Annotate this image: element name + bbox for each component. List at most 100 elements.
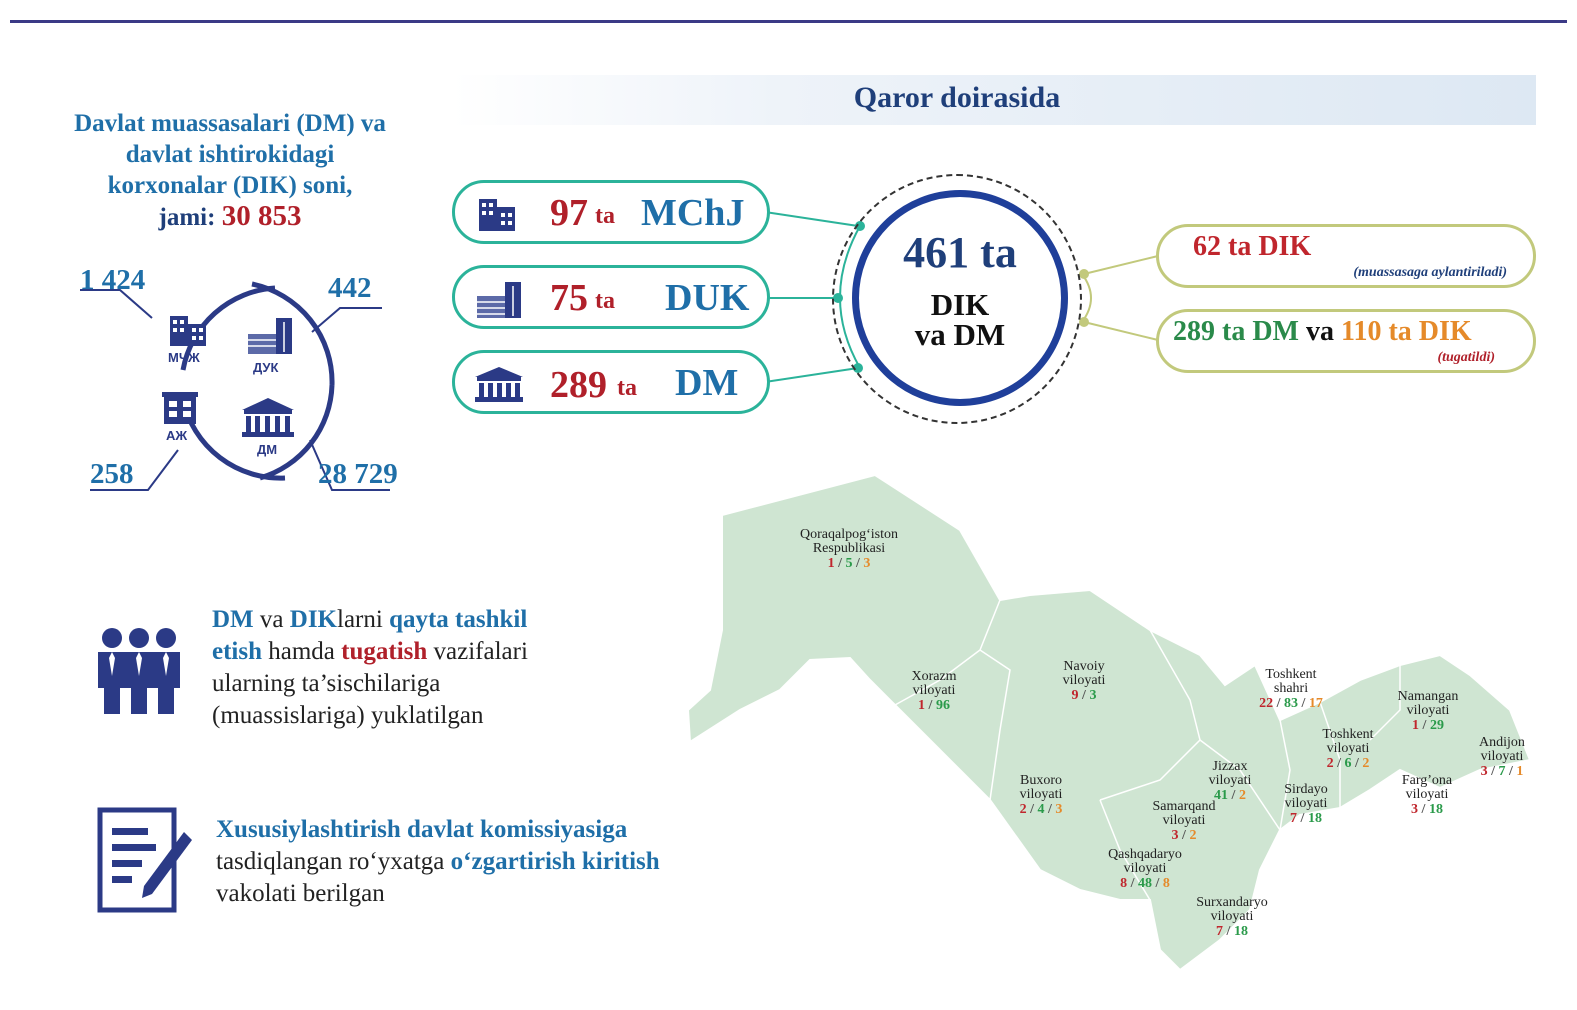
government-building-icon [475, 367, 523, 402]
duk-building-icon [248, 318, 292, 354]
map-region-name: Navoiy [1063, 659, 1105, 674]
right-pill-top-note: (muassasaga aylantiriladi) [1353, 265, 1507, 280]
left-title-line3: korxonalar (DIK) soni, [107, 172, 353, 199]
map-region: Jizzax viloyati 41 / 2 [1160, 760, 1300, 804]
dm-count: 28 729 [318, 458, 398, 490]
map-region-name: Qoraqalpog‘iston [800, 527, 898, 542]
dm-label: ДМ [257, 442, 278, 457]
pill-mchj: 97 ta MChJ [452, 180, 770, 244]
map-region-name: Andijon [1479, 735, 1525, 750]
map-region-values: 8 / 48 / 8 [1120, 876, 1170, 891]
map-region: Xorazm viloyati 1 / 96 [864, 670, 1004, 714]
map-region-name: Sirdayo [1284, 782, 1328, 797]
right-pill-top: 62 ta DIK (muassasaga aylantiriladi) [1156, 224, 1536, 288]
map-region-type: viloyati [1284, 796, 1328, 811]
center-circle: 461 ta DIK va DM [852, 190, 1068, 406]
map-region-name: Buxoro [1020, 773, 1062, 788]
center-line1: DIK [930, 287, 990, 322]
right-pill-bottom-note: (tugatildi) [1437, 350, 1495, 365]
text-block-reorg: DM va DIKlarni qayta tashkil etish hamda… [212, 606, 528, 729]
map-region-name: Farg’ona [1401, 773, 1453, 788]
center-value: 461 ta [903, 228, 1017, 277]
map-region-type: viloyati [1162, 813, 1206, 828]
map-region-type: Respublikasi [812, 541, 886, 556]
center-line2: va DM [914, 317, 1006, 352]
map-region-values: 41 / 2 [1214, 788, 1246, 803]
duk-count: 442 [328, 272, 372, 304]
right-pill-bottom: 289 ta DM va 110 ta DIK (tugatildi) [1156, 309, 1536, 373]
dm-government-icon [242, 398, 294, 437]
map-region-type: shahri [1273, 681, 1309, 696]
text-block-commission: Xususiylashtirish davlat komissiyasiga t… [216, 816, 660, 907]
map-region: Sirdayo viloyati 7 / 18 [1236, 783, 1376, 827]
map-region-values: 1 / 29 [1412, 718, 1444, 733]
map-region-values: 9 / 3 [1071, 688, 1097, 703]
map-region: Qoraqalpog‘iston Respublikasi 1 / 5 / 3 [779, 528, 919, 572]
right-pill-bottom-dik: 110 ta DIK [1340, 316, 1472, 347]
left-title-line2: davlat ishtirokidagi [125, 141, 335, 168]
map-region-name: Toshkent [1265, 667, 1317, 682]
aj-count: 258 [90, 458, 134, 490]
uzbekistan-map [686, 473, 1532, 972]
duk-label: ДУК [253, 360, 279, 375]
map-region: Namangan viloyati 1 / 29 [1358, 690, 1498, 734]
map-region-type: viloyati [1406, 703, 1450, 718]
map-region: Toshkent viloyati 2 / 6 / 2 [1278, 728, 1418, 772]
map-region-name: Surxandaryo [1196, 895, 1268, 910]
map-region: Qashqadaryo viloyati 8 / 48 / 8 [1075, 848, 1215, 892]
map-region-values: 22 / 83 / 17 [1259, 696, 1323, 711]
map-region-values: 3 / 18 [1411, 802, 1443, 817]
map-region-values: 1 / 5 / 3 [827, 556, 871, 571]
industrial-building-icon [477, 282, 521, 318]
total-count: 30 853 [221, 200, 302, 232]
map-region-type: viloyati [1208, 773, 1252, 788]
document-pen-icon [97, 807, 192, 913]
right-pill-bottom-dm: 289 ta DM [1173, 316, 1299, 347]
map-region-type: viloyati [1062, 673, 1106, 688]
map-region: Farg’ona viloyati 3 / 18 [1357, 774, 1497, 818]
aj-label: АЖ [166, 428, 188, 443]
center-ring-dashed [832, 174, 1082, 424]
map-region: Surxandaryo viloyati 7 / 18 [1162, 896, 1302, 940]
map-region: Navoiy viloyati 9 / 3 [1014, 660, 1154, 704]
map-region-values: 2 / 6 / 2 [1326, 756, 1370, 771]
map-region-type: viloyati [912, 683, 956, 698]
right-pill-top-text: 62 ta DIK [1193, 231, 1312, 262]
map-region-name: Xorazm [911, 669, 957, 684]
map-region-values: 2 / 4 / 3 [1019, 802, 1063, 817]
banner: Qaror doirasida [452, 75, 1536, 125]
banner-title: Qaror doirasida [853, 81, 1061, 114]
map-region-name: Qashqadaryo [1108, 847, 1182, 862]
left-title: Davlat muassasalari (DM) va davlat ishti… [40, 108, 420, 233]
mchj-count: 1 424 [80, 264, 146, 296]
map-region-values: 3 / 7 / 1 [1480, 764, 1524, 779]
left-title-line4: jami: 30 853 [158, 200, 302, 232]
left-title-line1: Davlat muassasalari (DM) va [74, 110, 386, 137]
aj-building-icon [162, 392, 198, 424]
map-region-values: 3 / 2 [1171, 828, 1197, 843]
mchj-label: МЧЖ [168, 350, 200, 365]
map-region: Samarqand viloyati 3 / 2 [1114, 800, 1254, 844]
map-region-name: Toshkent [1322, 727, 1374, 742]
map-region-name: Namangan [1397, 689, 1459, 704]
map-region-name: Samarqand [1152, 799, 1216, 814]
map-region-values: 7 / 18 [1290, 811, 1322, 826]
map-region-type: viloyati [1326, 741, 1370, 756]
map-region-values: 1 / 96 [918, 698, 950, 713]
map-region-type: viloyati [1480, 749, 1524, 764]
map-region-type: viloyati [1210, 909, 1254, 924]
map-region: Buxoro viloyati 2 / 4 / 3 [971, 774, 1111, 818]
pill-dm: 289 ta DM [452, 350, 770, 414]
map-region: Andijon viloyati 3 / 7 / 1 [1432, 736, 1572, 780]
pill-duk: 75 ta DUK [452, 265, 770, 329]
office-building-icon [479, 199, 515, 231]
map-region-type: viloyati [1405, 787, 1449, 802]
mchj-building-icon [170, 316, 206, 346]
map-region-values: 7 / 18 [1216, 924, 1248, 939]
people-icon [98, 628, 180, 714]
map-region-type: viloyati [1019, 787, 1063, 802]
top-divider [10, 20, 1567, 23]
map-region-name: Jizzax [1212, 759, 1248, 774]
map-region-type: viloyati [1123, 861, 1167, 876]
map-region: Toshkent shahri 22 / 83 / 17 [1221, 668, 1361, 712]
